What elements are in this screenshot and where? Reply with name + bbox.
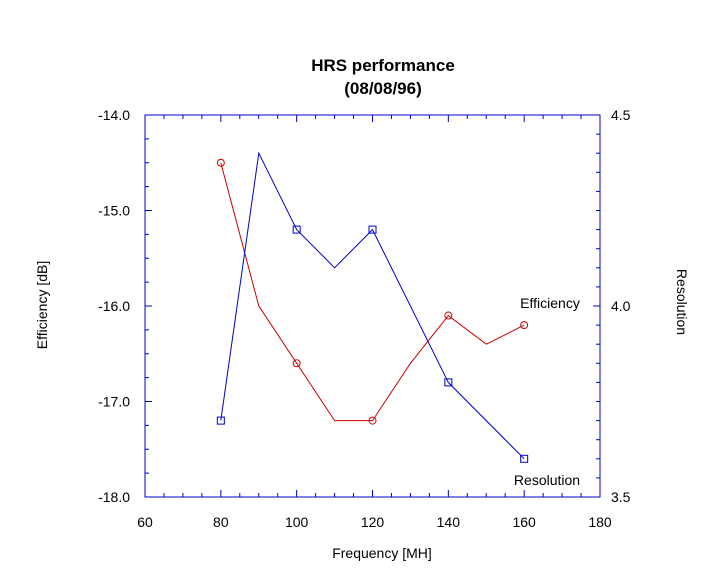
efficiency-point: [520, 321, 529, 330]
series-layer: [216, 151, 529, 463]
axis-ticks: [144, 114, 601, 498]
efficiency-point: [444, 311, 453, 320]
x-tick-label: 80: [213, 514, 229, 530]
x-tick-label: 100: [285, 514, 309, 530]
x-tick-label: 120: [361, 514, 385, 530]
y-right-tick-label: 4.5: [611, 107, 631, 123]
tick-labels: 60 80 100 120 140 160 180 -14.0 -15.0 -16.0 -17.0 -…: [98, 107, 631, 530]
resolution-point: [520, 454, 529, 463]
efficiency-point: [292, 359, 301, 368]
y-right-tick-label: 4.0: [611, 298, 631, 314]
efficiency-line: [220, 162, 525, 422]
resolution-line: [220, 151, 525, 460]
legend-label-efficiency: Efficiency: [520, 295, 580, 311]
resolution-point: [216, 416, 225, 425]
y-left-tick-label: -18.0: [98, 489, 130, 505]
efficiency-point: [368, 416, 377, 425]
y-left-axis-label: Efficiency [dB]: [34, 261, 50, 349]
y-right-tick-label: 3.5: [611, 489, 631, 505]
x-tick-label: 140: [437, 514, 461, 530]
x-axis-label: Frequency [MH]: [332, 545, 432, 561]
y-left-tick-label: -17.0: [98, 394, 130, 410]
chart-subtitle: (08/08/96): [344, 79, 422, 98]
resolution-point: [368, 225, 377, 234]
x-tick-label: 160: [512, 514, 536, 530]
chart-title: HRS performance: [311, 56, 455, 75]
resolution-point: [292, 225, 301, 234]
efficiency-point: [216, 158, 225, 167]
y-right-axis-label: Resolution: [674, 269, 690, 335]
y-left-tick-label: -15.0: [98, 203, 130, 219]
y-left-tick-label: -16.0: [98, 298, 130, 314]
legend-label-resolution: Resolution: [514, 472, 580, 488]
y-left-tick-label: -14.0: [98, 107, 130, 123]
x-tick-label: 180: [588, 514, 612, 530]
x-tick-label: 60: [137, 514, 153, 530]
resolution-point: [444, 378, 453, 387]
